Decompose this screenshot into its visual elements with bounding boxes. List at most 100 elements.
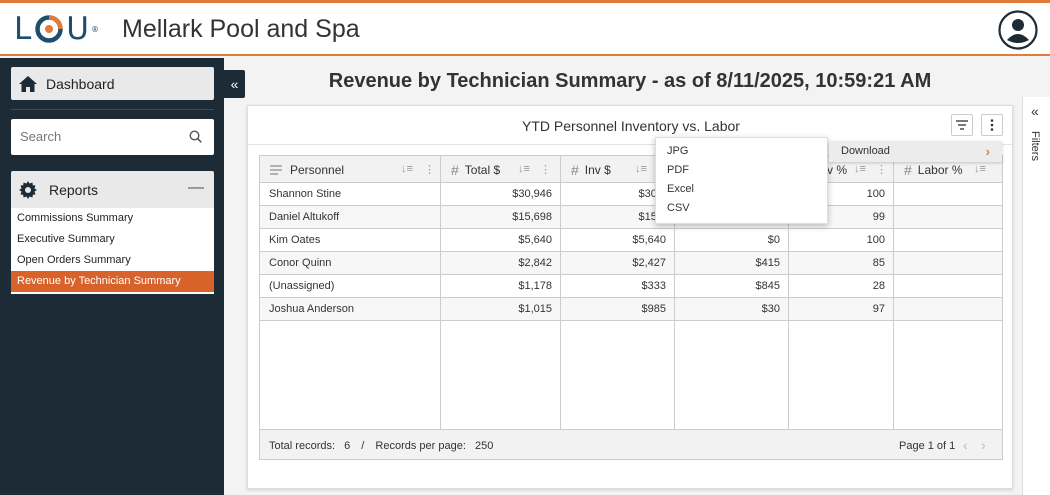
logo-trademark: ® [90,24,100,34]
menu-item-jpg[interactable]: JPG [667,145,689,157]
filters-panel[interactable]: « Filters [1022,97,1050,495]
column-label: Total $ [464,162,501,177]
column-menu-icon[interactable]: ⋮ [424,164,435,176]
table-cell: $5,640 [441,229,561,252]
collapse-minus-icon[interactable]: — [188,179,204,196]
numeric-column-icon: # [571,161,579,178]
total-records-label: Total records: [269,440,336,452]
column-label: Personnel [290,162,345,177]
table-cell: $1,015 [441,298,561,321]
report-item-revenue-by-technician-summary[interactable]: Revenue by Technician Summary [11,271,214,292]
table-cell: $415 [675,252,789,275]
table-cell: (Unassigned) [260,275,441,298]
table-row[interactable]: Kim Oates $5,640 $5,640 $0 100 [260,229,1002,252]
collapse-sidebar-button[interactable]: « [224,70,245,98]
user-avatar-icon[interactable] [998,10,1038,50]
app-title: Mellark Pool and Spa [122,15,360,43]
column-menu-icon[interactable]: ⋮ [876,164,887,176]
table-cell: Shannon Stine [260,183,441,206]
grid-footer: Total records: 6 / Records per page: 250… [260,429,1002,459]
home-icon [19,75,37,92]
expand-filters-icon[interactable]: « [1031,103,1039,119]
logo-letter-u: U [66,11,90,47]
report-item-commissions-summary[interactable]: Commissions Summary [17,212,134,224]
more-options-button[interactable] [981,114,1003,136]
menu-item-excel[interactable]: Excel [667,183,694,195]
table-cell: 97 [789,298,894,321]
kebab-icon [990,119,994,131]
table-cell [894,298,1002,321]
column-header-inv-pct[interactable]: v % ↓≡ ⋮ [789,156,894,183]
search-icon[interactable] [189,130,202,143]
column-header-labor-pct[interactable]: # Labor % ↓≡ ⋮ [894,156,1002,183]
lou-logo[interactable]: L U ® [14,11,100,47]
menu-item-pdf[interactable]: PDF [667,164,689,176]
menu-item-csv[interactable]: CSV [667,202,690,214]
sort-icon[interactable]: ↓≡ [854,163,866,175]
table-row[interactable]: Joshua Anderson $1,015 $985 $30 97 [260,298,1002,321]
grid-column-line [893,183,894,429]
column-label: Inv $ [584,162,611,177]
prev-page-icon[interactable]: ‹ [963,437,968,453]
table-cell: Daniel Altukoff [260,206,441,229]
table-row[interactable]: (Unassigned)$1,178$333$845287 [260,275,1002,298]
sort-icon[interactable]: ↓≡ [974,163,986,175]
data-grid: Personnel ↓≡ ⋮ # Total $ ↓≡ ⋮ # Inv $ ↓≡… [259,155,1003,460]
grid-column-line [440,183,441,429]
text-column-icon [270,164,282,175]
table-cell: $1,178 [441,275,561,298]
per-page-value[interactable]: 250 [474,440,494,452]
filters-label: Filters [1029,131,1041,161]
table-cell: 85 [789,252,894,275]
sidebar: Dashboard Reports — Commissions Summary … [0,58,224,495]
table-row[interactable]: Shannon Stine $30,946 $30,8 100 [260,183,1002,206]
table-row[interactable]: Conor Quinn$2,842$2,427$415851 [260,252,1002,275]
column-label: Labor % [917,162,963,177]
column-menu-icon[interactable]: ⋮ [997,163,1002,176]
table-cell: $2,842 [441,252,561,275]
column-header-total[interactable]: # Total $ ↓≡ ⋮ [441,156,561,183]
filter-menu-button[interactable] [951,114,973,136]
table-cell [894,229,1002,252]
next-page-icon[interactable]: › [981,437,986,453]
card-title: YTD Personnel Inventory vs. Labor [522,118,740,134]
chevron-right-icon: › [985,144,990,159]
table-cell: 1 [894,252,1002,275]
records-summary: Total records: 6 / Records per page: 250 [269,440,493,452]
filter-lines-icon [956,120,968,130]
page-info: Page 1 of 1 [899,440,956,452]
table-cell: 7 [894,275,1002,298]
per-page-label: Records per page: [375,440,466,452]
table-cell: 100 [789,229,894,252]
table-cell: $333 [561,275,675,298]
dashboard-button[interactable]: Dashboard [11,67,214,100]
records-separator: / [361,440,365,452]
table-cell: $15,698 [441,206,561,229]
reports-label: Reports [49,181,99,198]
sort-descending-icon[interactable]: ↓≡ [518,163,530,175]
sort-icon[interactable]: ↓≡ [401,163,413,175]
table-cell: $985 [561,298,675,321]
download-menu-item[interactable]: Download › [829,141,1002,162]
table-cell: $0 [675,229,789,252]
card-divider [248,144,1014,145]
search-box [11,119,214,155]
column-menu-icon[interactable]: ⋮ [540,164,551,176]
app-header: L U ® Mellark Pool and Spa [0,3,1050,56]
grid-column-line [674,183,675,429]
logo-letter-l: L [14,11,33,47]
search-input[interactable] [11,119,176,153]
table-cell: 28 [789,275,894,298]
table-row[interactable]: Daniel Altukoff $15,698 $15,5 99 [260,206,1002,229]
logo-ring-icon [34,14,64,44]
reports-section-toggle[interactable]: Reports — [11,171,214,208]
dashboard-label: Dashboard [46,75,115,92]
table-cell: $30 [675,298,789,321]
column-label: v % [827,162,848,177]
sidebar-divider [11,109,214,110]
sort-icon[interactable]: ↓≡ [635,163,647,175]
report-item-open-orders-summary[interactable]: Open Orders Summary [17,254,131,266]
column-header-personnel[interactable]: Personnel ↓≡ ⋮ [260,156,441,183]
report-item-executive-summary[interactable]: Executive Summary [17,233,115,245]
export-format-menu: JPG PDF Excel CSV [655,137,828,224]
